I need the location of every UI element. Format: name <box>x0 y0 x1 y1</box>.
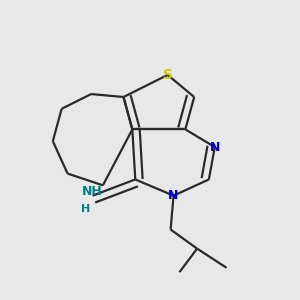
Text: S: S <box>163 68 173 82</box>
Text: N: N <box>168 189 179 202</box>
Text: H: H <box>81 204 90 214</box>
Text: NH: NH <box>82 185 103 198</box>
Text: N: N <box>210 141 220 154</box>
